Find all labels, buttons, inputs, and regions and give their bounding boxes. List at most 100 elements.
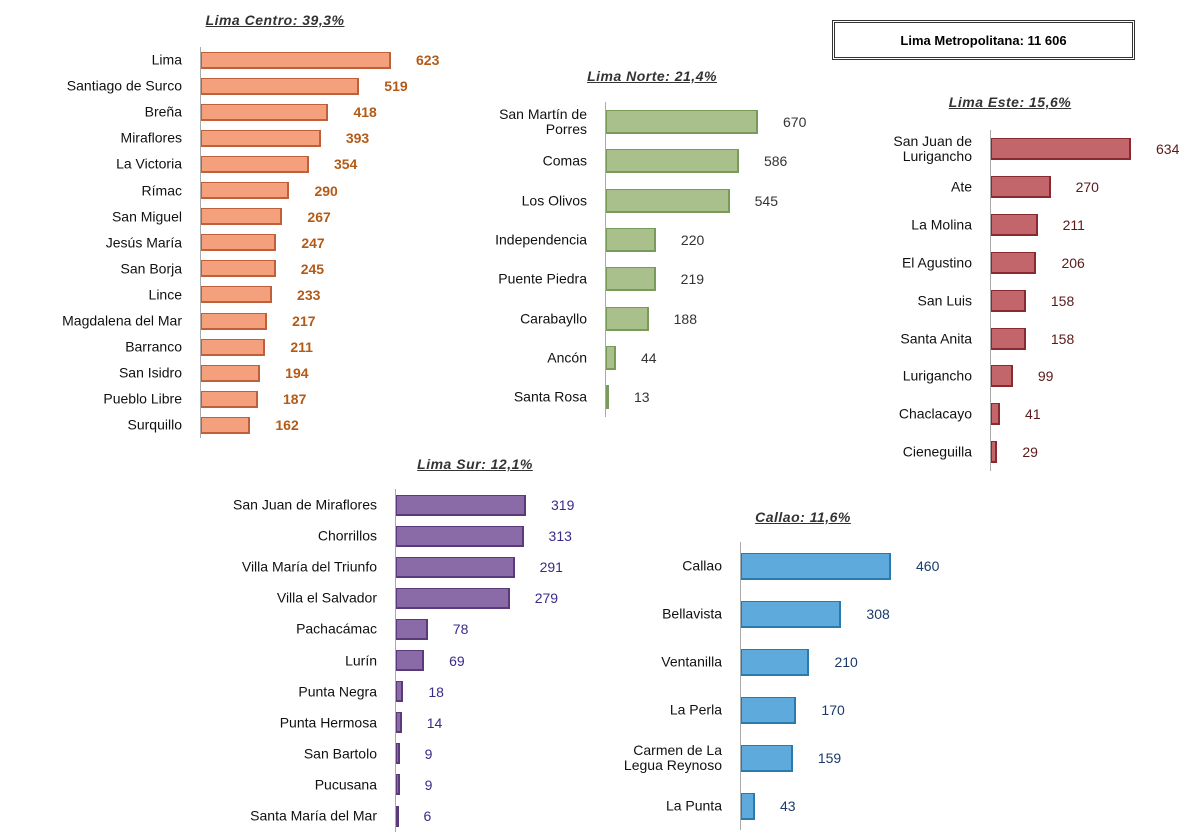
value-label: 247 (301, 234, 325, 251)
value-label: 217 (292, 313, 316, 329)
category-label: Villa el Salvador (276, 589, 377, 606)
bar (606, 227, 656, 252)
bar (201, 103, 329, 121)
category-label: Independencia (495, 231, 587, 248)
chart-title: Lima Centro: 39,3% (205, 12, 345, 28)
value-label: 187 (283, 391, 307, 408)
bar (606, 110, 758, 134)
value-label: 9 (424, 776, 433, 793)
category-label: Rímac (141, 182, 182, 198)
bar (991, 365, 1013, 388)
value-label: 41 (1025, 406, 1041, 423)
value-label: 219 (680, 271, 705, 288)
value-label: 354 (333, 156, 358, 173)
category-label: Magdalena del Mar (62, 312, 182, 329)
value-label: 158 (1050, 330, 1075, 347)
value-label: 319 (551, 497, 575, 513)
value-label: 519 (384, 78, 408, 95)
bar (201, 260, 276, 278)
bar (201, 155, 309, 173)
category-label: Lince (148, 286, 182, 303)
bar (396, 805, 399, 827)
chart-title: Lima Sur: 12,1% (417, 456, 533, 472)
category-label: La Perla (669, 701, 722, 718)
value-label: 14 (426, 714, 443, 731)
category-label: Puente Piedra (498, 270, 587, 287)
value-label: 291 (539, 559, 563, 576)
axis-line (605, 102, 606, 417)
value-label: 43 (780, 798, 796, 814)
category-label: San Borja (120, 260, 182, 277)
bar (606, 267, 656, 292)
value-label: 158 (1050, 292, 1075, 309)
category-label: San Bartolo (303, 745, 377, 762)
category-label: Chorrillos (317, 527, 377, 544)
bar (991, 251, 1037, 274)
category-label: Breña (144, 103, 182, 120)
chart-title: Lima Este: 15,6% (948, 94, 1072, 110)
bar (396, 681, 404, 703)
value-label: 206 (1061, 254, 1085, 271)
value-label: 460 (916, 558, 940, 574)
bar (741, 648, 810, 676)
bar (991, 403, 1001, 426)
value-label: 313 (548, 528, 572, 545)
category-label: San Isidro (118, 364, 182, 381)
category-label: Lurigancho (902, 367, 972, 384)
value-label: 290 (314, 182, 338, 199)
category-label: Ate (950, 178, 972, 195)
bar (201, 234, 277, 252)
bar (741, 600, 842, 628)
bar (201, 416, 251, 434)
axis-line (740, 542, 741, 830)
category-label: Cieneguilla (902, 443, 972, 460)
category-label: Villa María del Triunfo (241, 558, 377, 575)
category-label: Pachacámac (296, 620, 377, 637)
bar (201, 208, 283, 226)
category-label: Surquillo (127, 416, 182, 433)
bar (201, 286, 273, 304)
bar (201, 77, 360, 95)
category-label: San Miguel (111, 208, 182, 225)
category-label: Lima (151, 51, 182, 68)
bar (201, 51, 391, 69)
bar (201, 390, 259, 408)
category-label: Ventanilla (661, 653, 722, 670)
axis-line (990, 130, 991, 472)
bar (741, 552, 891, 580)
value-label: 586 (763, 153, 788, 170)
category-label: San Juan de Miraflores (233, 496, 377, 513)
value-label: 18 (428, 683, 444, 700)
value-label: 13 (633, 389, 650, 406)
value-label: 308 (866, 606, 890, 622)
bar (606, 306, 649, 331)
value-label: 623 (416, 52, 440, 68)
bar (396, 650, 425, 671)
bar (741, 744, 793, 772)
category-label: La Victoria (116, 155, 182, 172)
value-label: 220 (680, 231, 705, 248)
bar (201, 312, 268, 330)
value-label: 194 (285, 365, 309, 382)
value-label: 545 (754, 192, 778, 209)
bar (396, 712, 402, 734)
category-label: Carabayllo (520, 310, 587, 326)
bar (606, 345, 616, 370)
category-label: Barranco (125, 338, 182, 355)
category-label: Jesús María (105, 234, 182, 251)
value-label: 211 (290, 339, 313, 356)
value-label: 270 (1075, 178, 1099, 195)
category-label: Santa Rosa (513, 388, 587, 405)
category-label: Comas (542, 152, 587, 169)
value-label: 670 (783, 114, 807, 130)
value-label: 69 (449, 652, 465, 669)
bar (396, 556, 515, 578)
bar (606, 385, 609, 410)
bar (201, 338, 266, 356)
category-label: Punta Negra (298, 683, 377, 700)
bar (396, 525, 524, 547)
bar (396, 774, 400, 796)
bar (606, 149, 739, 174)
bar (201, 364, 261, 382)
